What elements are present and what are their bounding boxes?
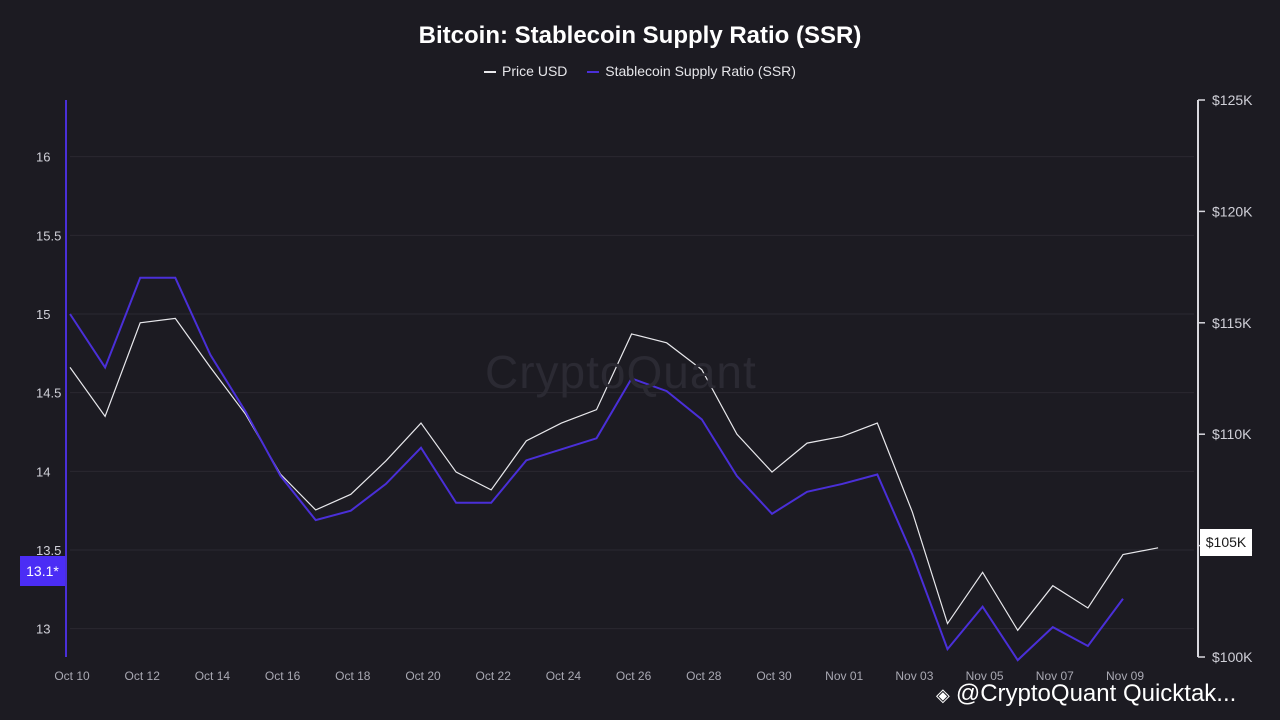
left-tick-label: 14.5 bbox=[36, 386, 61, 401]
x-tick-label: Oct 28 bbox=[686, 669, 722, 683]
grid-lines bbox=[70, 156, 1194, 630]
x-tick-label: Oct 18 bbox=[335, 669, 371, 683]
series-group bbox=[69, 276, 1159, 662]
left-axis-ticks: 13 13.5 14 14.5 15 15.5 16 bbox=[36, 150, 61, 637]
left-tick-label: 15 bbox=[36, 307, 50, 322]
right-tick-label: $120K bbox=[1212, 203, 1253, 219]
ssr-line bbox=[69, 276, 1124, 662]
x-tick-label: Oct 30 bbox=[756, 669, 792, 683]
x-axis-ticks: Oct 10 Oct 12 Oct 14 Oct 16 Oct 18 Oct 20 Oct … bbox=[54, 669, 1144, 683]
x-tick-label: Oct 22 bbox=[476, 669, 512, 683]
right-axis-ticks: $100K $105K $110K $115K $120K $125K bbox=[1198, 92, 1253, 665]
binance-icon: ◈ bbox=[936, 685, 950, 705]
watermark: CryptoQuant bbox=[485, 346, 757, 398]
current-price-label: $105K bbox=[1200, 529, 1252, 556]
x-tick-label: Nov 05 bbox=[966, 669, 1004, 683]
left-tick-label: 14 bbox=[36, 464, 50, 479]
right-tick-label: $110K bbox=[1212, 426, 1252, 442]
x-tick-label: Oct 10 bbox=[54, 669, 90, 683]
legend-item-price[interactable]: Price USD bbox=[484, 63, 567, 79]
x-tick-label: Oct 26 bbox=[616, 669, 652, 683]
left-tick-label: 13 bbox=[36, 622, 50, 637]
x-tick-label: Nov 01 bbox=[825, 669, 863, 683]
x-tick-label: Nov 03 bbox=[895, 669, 933, 683]
x-tick-label: Oct 16 bbox=[265, 669, 301, 683]
right-tick-label: $125K bbox=[1212, 92, 1253, 108]
legend-label-price: Price USD bbox=[502, 63, 568, 79]
left-tick-label: 13.5 bbox=[36, 543, 61, 558]
legend-swatch-price bbox=[484, 71, 497, 74]
footer-attribution: ◈ @CryptoQuant Quicktak... bbox=[936, 680, 1236, 708]
left-tick-label: 15.5 bbox=[36, 228, 61, 243]
left-tick-label: 16 bbox=[36, 150, 50, 165]
x-tick-label: Oct 12 bbox=[125, 669, 161, 683]
x-tick-label: Nov 07 bbox=[1036, 669, 1074, 683]
right-tick-label: $100K bbox=[1212, 649, 1253, 665]
legend-swatch-ssr bbox=[587, 71, 600, 74]
current-ssr-label: 13.1* bbox=[20, 556, 65, 586]
legend-label-ssr: Stablecoin Supply Ratio (SSR) bbox=[605, 63, 796, 79]
footer-text: @CryptoQuant Quicktak... bbox=[955, 680, 1237, 707]
x-tick-label: Oct 14 bbox=[195, 669, 231, 683]
x-tick-label: Oct 24 bbox=[546, 669, 582, 683]
legend-item-ssr[interactable]: Stablecoin Supply Ratio (SSR) bbox=[587, 63, 796, 79]
legend: Price USD Stablecoin Supply Ratio (SSR) bbox=[0, 63, 1280, 79]
chart-title: Bitcoin: Stablecoin Supply Ratio (SSR) bbox=[418, 22, 862, 49]
right-tick-label: $115K bbox=[1212, 315, 1252, 331]
x-tick-label: Nov 09 bbox=[1106, 669, 1144, 683]
x-tick-label: Oct 20 bbox=[405, 669, 441, 683]
